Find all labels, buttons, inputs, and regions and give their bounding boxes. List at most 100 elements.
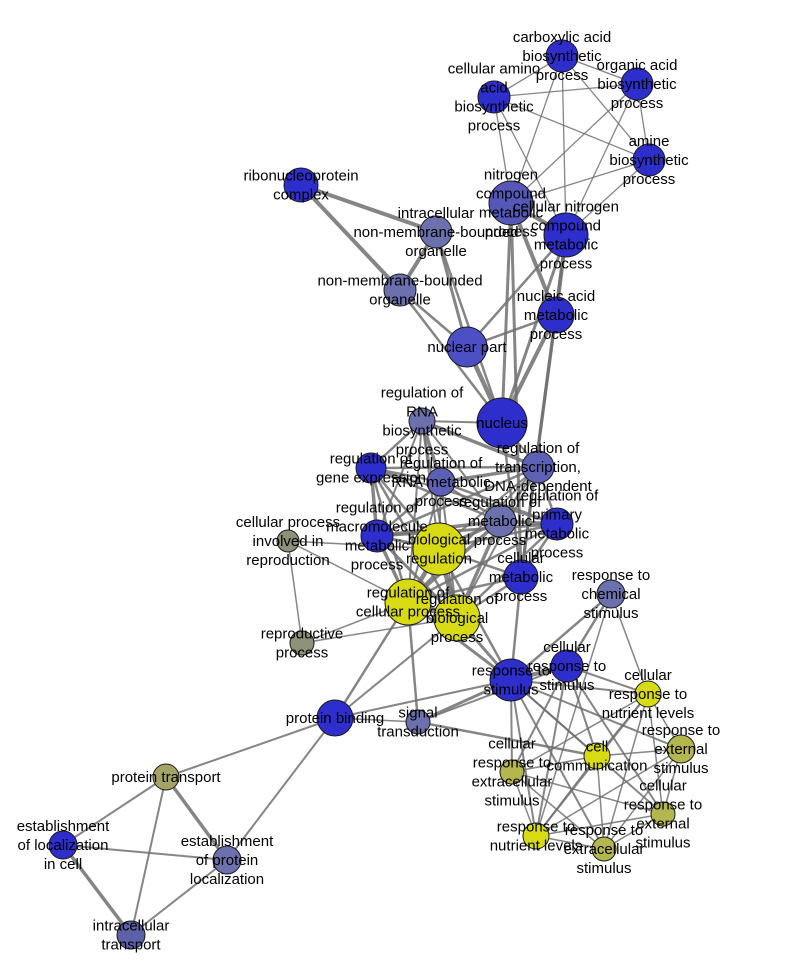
node-label-nc: nitrogen compound metabolic process [476, 167, 546, 241]
node-label-cpir: cellular process involved in reproduction [236, 514, 340, 569]
node-label-rnp: ribonucleoprotein complex [243, 168, 358, 204]
edge-rrb-rm [421, 420, 501, 522]
node-crnl[interactable] [634, 680, 662, 708]
node-label-cnc: cellular nitrogen compound metabolic proces… [513, 199, 619, 273]
node-rmm[interactable] [360, 519, 394, 553]
edge-aa-am [493, 96, 650, 161]
edge-pb-rs [334, 679, 512, 719]
node-layer [48, 39, 696, 950]
node-label-rt: regulation of transcription, DNA-dependent [484, 440, 592, 495]
node-rge[interactable] [355, 452, 387, 484]
node-crexternal[interactable] [650, 801, 676, 827]
edge-elc-epl [62, 844, 228, 861]
edge-rext-rnl [535, 748, 682, 837]
node-label-nam: nucleic acid metabolic process [517, 288, 595, 343]
node-inmbo[interactable] [419, 215, 453, 249]
node-label-crexternal: cellular response to external stimulus [624, 778, 702, 852]
node-nmbo[interactable] [383, 273, 417, 307]
node-cpir[interactable] [276, 529, 300, 553]
edge-rnp-nmbo [299, 183, 402, 292]
edge-ccomm-crext [511, 755, 598, 773]
node-rbp[interactable] [433, 594, 481, 642]
edge-ccomm-rextr [596, 755, 605, 850]
node-label-elc: establishment of localization in cell [17, 818, 110, 873]
node-st[interactable] [405, 709, 431, 735]
node-aa[interactable] [477, 80, 511, 114]
edge-oa-cnc [565, 83, 638, 236]
node-rpm[interactable] [540, 507, 574, 541]
node-elc[interactable] [48, 830, 78, 860]
node-rs[interactable] [489, 658, 533, 702]
node-rchem[interactable] [596, 579, 626, 609]
node-rrb[interactable] [408, 407, 436, 435]
edge-cm-nu [500, 422, 523, 578]
node-label-nmbo: non-membrane-bounded organelle [317, 273, 482, 309]
node-rextr[interactable] [591, 836, 617, 862]
node-nu[interactable] [476, 397, 528, 449]
node-rm[interactable] [483, 504, 517, 538]
node-label-rcp: regulation of cellular process [356, 585, 460, 621]
node-label-nu: nucleus [476, 415, 528, 432]
node-label-ca: carboxylic acid biosynthetic process [513, 29, 611, 84]
node-pt[interactable] [152, 763, 180, 791]
edge-rt-rbp [456, 466, 539, 619]
node-label-inmbo: intracellular non-membrane-bounded organel… [353, 205, 518, 260]
edge-rs-rnl [510, 679, 537, 837]
edge-crs-rnl [535, 665, 568, 837]
node-label-crnl: cellular response to nutrient levels [602, 667, 695, 722]
node-npart[interactable] [446, 326, 488, 368]
edge-rs-rext [510, 679, 682, 750]
node-rcp[interactable] [384, 578, 432, 626]
node-crs[interactable] [550, 649, 584, 683]
node-label-cm: cellular metabolic process [489, 550, 554, 605]
edge-rext-rextr [603, 748, 682, 850]
node-nc[interactable] [488, 180, 534, 226]
node-rnl[interactable] [522, 822, 550, 850]
node-cm[interactable] [503, 559, 539, 595]
node-rrm[interactable] [426, 467, 456, 497]
node-label-rnl: response to nutrient levels [490, 819, 583, 855]
node-rext[interactable] [666, 734, 696, 764]
node-rp[interactable] [289, 630, 315, 656]
edge-crs-st [417, 665, 568, 723]
node-label-rext: response to external stimulus [642, 722, 720, 777]
node-crext[interactable] [499, 759, 525, 785]
node-label-br: biological regulation [406, 532, 472, 568]
edge-crext-crexternal [511, 771, 664, 815]
node-cnc[interactable] [543, 212, 589, 258]
node-nam[interactable] [537, 296, 575, 334]
node-label-rchem: response to chemical stimulus [572, 567, 650, 622]
node-epl[interactable] [212, 845, 242, 875]
edge-rrb-rt [421, 419, 539, 469]
edge-rmm-rpm [376, 522, 558, 538]
edge-ca-cnc [561, 55, 567, 236]
edge-cpir-rp [287, 540, 303, 644]
edge-nc-cm [509, 202, 523, 578]
node-rnp[interactable] [283, 167, 319, 203]
node-ca[interactable] [545, 39, 579, 73]
node-label-rrm: regulation of RNA metabolic process [391, 455, 491, 510]
edge-rp-rbp [301, 617, 458, 644]
node-br[interactable] [412, 522, 466, 576]
edge-ccomm-rnl [535, 755, 598, 837]
node-rt[interactable] [521, 450, 555, 484]
node-label-ccomm: cell communication [547, 739, 648, 775]
node-label-crs: cellular response to stimulus [528, 639, 606, 694]
node-label-rs: response to stimulus [472, 663, 550, 699]
node-ccomm[interactable] [583, 742, 611, 770]
node-label-pt: protein transport [111, 769, 221, 786]
node-label-aa: cellular amino acid biosynthetic process [448, 61, 541, 135]
node-label-rbp: regulation of biological process [416, 591, 499, 646]
edge-pt-pb [165, 717, 336, 778]
edge-npart-cnc [466, 234, 567, 348]
edge-crnl-crexternal [647, 693, 664, 815]
node-it[interactable] [116, 920, 146, 950]
node-label-rp: reproductive process [261, 626, 344, 662]
edge-elc-it [61, 843, 133, 937]
node-am[interactable] [632, 143, 666, 177]
node-oa[interactable] [620, 67, 654, 101]
node-label-rge: regulation of gene expression [316, 451, 426, 487]
edge-am-nc [510, 159, 650, 204]
node-label-crext: cellular response to extracellular stimulus [472, 736, 553, 810]
node-pb[interactable] [316, 699, 354, 737]
